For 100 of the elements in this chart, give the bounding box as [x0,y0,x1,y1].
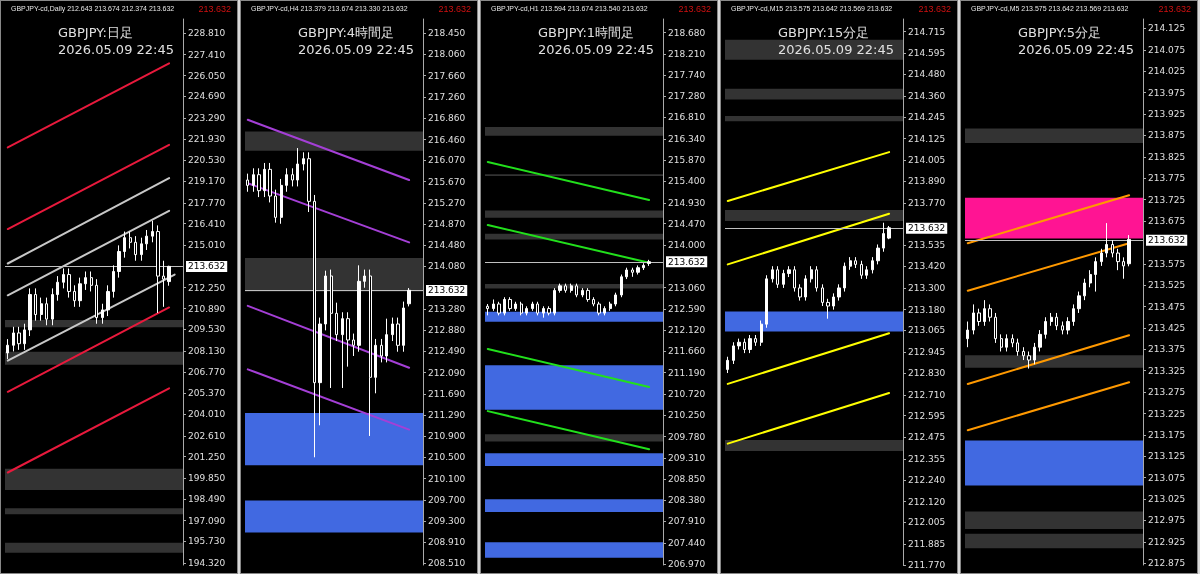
y-tick-label: 213.725 [1148,194,1186,205]
y-tick-label: 218.210 [668,48,706,59]
candlestick [821,283,824,307]
y-tick-label: 216.460 [428,134,466,145]
y-tick-label: 212.590 [668,304,706,315]
candlestick [274,189,277,224]
y-tick-label: 214.480 [908,69,946,80]
candlestick [503,296,506,316]
candlestick [263,162,266,198]
y-tick-label: 212.975 [1148,515,1186,526]
candlestick [1027,350,1031,370]
candlestick [6,338,9,360]
y-tick-label: 213.825 [1148,151,1186,162]
candlestick [972,303,975,335]
candlestick [882,222,885,253]
candlestick [1077,291,1081,314]
candlestick [268,162,272,203]
text: GBPJPY:5分足 [1017,25,1102,40]
y-tick-label: 224.690 [188,91,226,102]
candlestick [129,231,132,249]
candlestick [631,267,634,278]
y-tick-label: 208.910 [428,537,466,548]
candlestick [726,356,729,374]
candlestick [1116,248,1120,271]
candlestick [252,167,255,193]
y-tick-label: 219.170 [188,176,226,187]
y-tick-label: 212.120 [908,496,946,507]
text: 213.632 [1158,3,1192,14]
candlestick [313,194,316,458]
candlestick [804,274,807,302]
candlestick [396,317,400,353]
candlestick [765,274,768,329]
y-tick-label: 213.425 [1148,322,1186,333]
y-tick-label: 213.535 [908,240,946,251]
candlestick [324,270,327,331]
candlestick [1122,256,1125,280]
y-tick-label: 212.250 [188,282,226,293]
candlestick [123,231,126,259]
candlestick [771,265,774,283]
candlestick [1100,248,1103,267]
candlestick [553,287,556,316]
y-tick-label: 202.610 [188,430,226,441]
y-tick-label: 213.775 [1148,173,1186,184]
candlestick [369,269,372,437]
text: GBPJPY:日足 [57,25,133,40]
ref-line-label: 213.632 [188,261,226,272]
y-tick-label: 215.270 [428,197,466,208]
y-tick-label: 197.090 [188,515,226,526]
candlestick [983,299,986,327]
candlestick [101,303,104,325]
y-tick-label: 194.320 [188,558,226,569]
y-tick-label: 223.290 [188,112,226,123]
candlestick [531,301,534,312]
y-tick-label: 213.175 [1148,429,1186,440]
y-tick-label: 214.125 [908,133,946,144]
candlestick [1005,333,1008,352]
text: GBPJPY:4時間足 [297,25,395,40]
candlestick [815,265,818,293]
y-tick-label: 210.250 [668,410,706,421]
candlestick [508,296,512,312]
y-tick-label: 207.910 [668,516,706,527]
y-tick-label: 210.900 [428,430,466,441]
y-tick-label: 213.180 [908,304,946,315]
y-tick-label: 217.740 [668,70,706,81]
candlestick [642,262,645,271]
candlestick [570,283,573,294]
y-tick-label: 208.850 [668,473,706,484]
candlestick [280,178,283,225]
candlestick [787,265,791,278]
y-tick-label: 215.400 [668,176,706,187]
candlestick [17,326,21,351]
y-tick-label: 204.010 [188,409,226,420]
ref-line-label: 213.632 [1148,235,1186,246]
y-tick-label: 213.925 [1148,108,1186,119]
candlestick [547,305,551,316]
y-tick-label: 215.670 [428,176,466,187]
candlestick [737,338,741,350]
candlestick [1044,316,1047,340]
candlestick [391,317,394,342]
candlestick [876,243,880,265]
y-tick-label: 214.075 [1148,44,1186,55]
y-tick-label: 212.945 [908,347,946,358]
candlestick [849,256,852,271]
candlestick [246,173,249,193]
y-tick-label: 213.890 [908,176,946,187]
y-tick-label: 214.715 [908,26,946,37]
y-tick-label: 213.975 [1148,87,1186,98]
y-tick-label: 213.125 [1148,451,1186,462]
candlestick [84,270,87,291]
y-tick-label: 213.420 [908,261,946,272]
candlestick [542,305,545,319]
candlestick [1072,303,1075,327]
y-tick-label: 209.530 [188,324,226,335]
candlestick [112,264,115,299]
y-tick-label: 212.355 [908,454,946,465]
candlestick [51,287,54,326]
candlestick [614,292,617,307]
y-tick-label: 209.700 [428,494,466,505]
y-tick-label: 217.660 [428,70,466,81]
y-tick-label: 212.710 [908,389,946,400]
